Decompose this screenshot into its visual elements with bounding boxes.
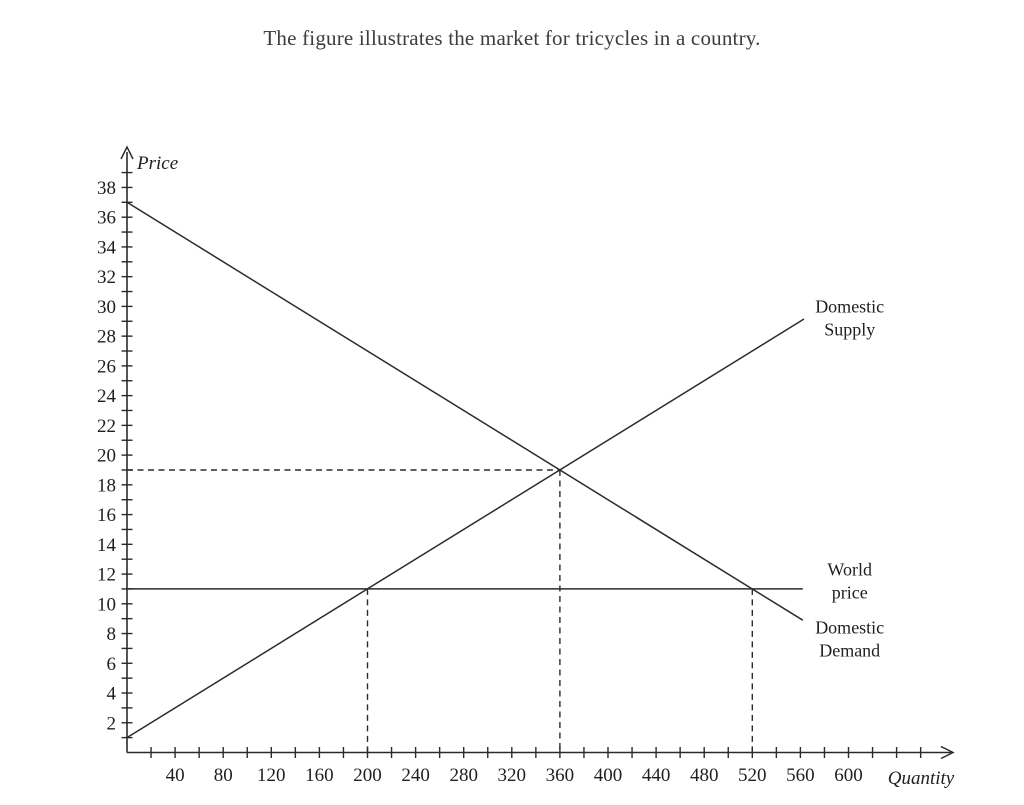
y-tick-label: 24: [97, 386, 117, 407]
x-tick-label: 280: [449, 765, 478, 786]
x-tick-label: 40: [166, 765, 185, 786]
x-tick-label: 200: [353, 765, 382, 786]
y-tick-label: 38: [97, 178, 116, 199]
y-tick-label: 36: [97, 208, 116, 229]
y-tick-label: 22: [97, 416, 116, 437]
x-tick-label: 320: [498, 765, 527, 786]
x-axis-arrow-icon: [940, 745, 955, 760]
domestic-demand-line: [126, 201, 804, 621]
x-tick-label: 440: [642, 765, 671, 786]
y-tick-label: 30: [97, 297, 116, 318]
y-axis-title: Price: [136, 153, 178, 174]
y-tick-label: 14: [97, 535, 117, 556]
x-tick-label: 400: [594, 765, 623, 786]
x-tick-label: 120: [257, 765, 286, 786]
domestic-demand-label: Domestic Demand: [815, 618, 884, 661]
x-tick-label: 480: [690, 765, 719, 786]
y-axis-arrow-icon: [120, 145, 134, 160]
y-tick-label: 12: [97, 565, 116, 586]
domestic-supply-line: [126, 318, 805, 739]
y-tick-label: 32: [97, 267, 116, 288]
y-tick-label: 10: [97, 594, 116, 615]
y-tick-label: 8: [107, 624, 117, 645]
y-tick-label: 4: [107, 684, 117, 705]
x-tick-label: 600: [834, 765, 863, 786]
x-tick-label: 560: [786, 765, 815, 786]
domestic-supply-label: Domestic Supply: [815, 296, 884, 339]
y-tick-label: 2: [107, 713, 117, 734]
x-tick-label: 360: [546, 765, 575, 786]
world-price-label: World price: [827, 560, 872, 603]
x-tick-label: 240: [401, 765, 430, 786]
y-tick-label: 26: [97, 356, 116, 377]
y-tick-label: 34: [97, 237, 117, 258]
y-tick-label: 6: [107, 654, 117, 675]
y-tick-label: 18: [97, 475, 116, 496]
y-tick-label: 16: [97, 505, 116, 526]
x-tick-label: 80: [214, 765, 233, 786]
x-tick-label: 160: [305, 765, 334, 786]
y-tick-label: 20: [97, 446, 116, 467]
y-tick-label: 28: [97, 327, 116, 348]
figure-caption: The figure illustrates the market for tr…: [263, 26, 761, 50]
x-axis-title: Quantity: [888, 768, 955, 789]
x-tick-label: 520: [738, 765, 767, 786]
